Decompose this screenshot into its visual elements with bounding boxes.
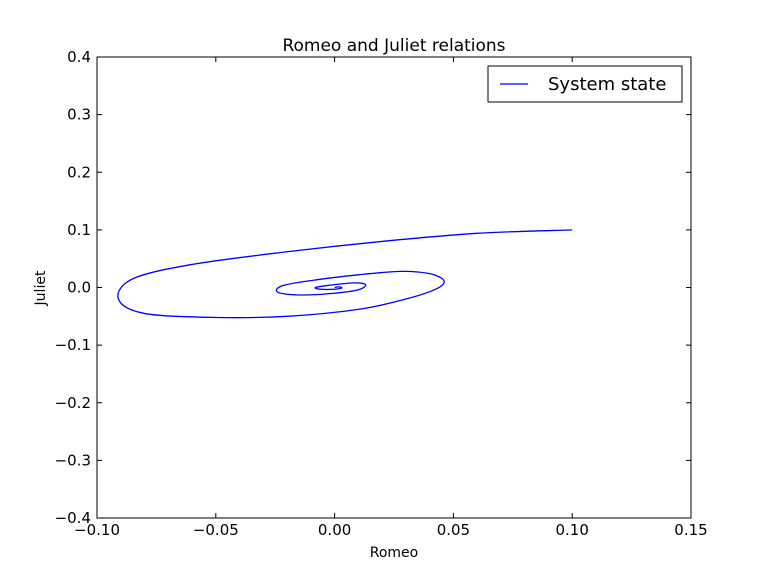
x-tick-label: 0.05 xyxy=(437,521,470,539)
plot-frame xyxy=(96,56,692,519)
x-tick-label: 0.15 xyxy=(674,521,707,539)
x-tick-label: −0.10 xyxy=(74,521,120,539)
chart-title: Romeo and Juliet relations xyxy=(282,36,505,56)
legend: System state xyxy=(487,65,683,103)
y-tick-label: 0.2 xyxy=(67,163,91,181)
legend-label-system-state: System state xyxy=(548,74,666,95)
y-tick-label: −0.3 xyxy=(55,451,91,469)
y-tick-label: 0.4 xyxy=(67,48,91,66)
x-tick-label: −0.05 xyxy=(193,521,239,539)
plot-area xyxy=(117,229,573,319)
y-tick-label: −0.4 xyxy=(55,509,91,527)
y-tick-label: 0.1 xyxy=(67,221,91,239)
y-tick-label: −0.1 xyxy=(55,336,91,354)
y-axis-label: Juliet xyxy=(33,270,49,306)
x-tick-label: 0.00 xyxy=(318,521,351,539)
y-tick-label: 0.0 xyxy=(67,279,91,297)
series-line-0 xyxy=(117,229,573,319)
y-tick-label: 0.3 xyxy=(67,106,91,124)
x-axis: −0.10 −0.05 0.00 0.05 0.10 0.15 xyxy=(74,57,708,539)
y-axis: 0.4 0.3 0.2 0.1 0.0 −0.1 −0.2 −0.3 −0.4 xyxy=(55,48,691,527)
x-tick-label: 0.10 xyxy=(555,521,588,539)
x-axis-label: Romeo xyxy=(370,545,418,561)
y-tick-label: −0.2 xyxy=(55,394,91,412)
